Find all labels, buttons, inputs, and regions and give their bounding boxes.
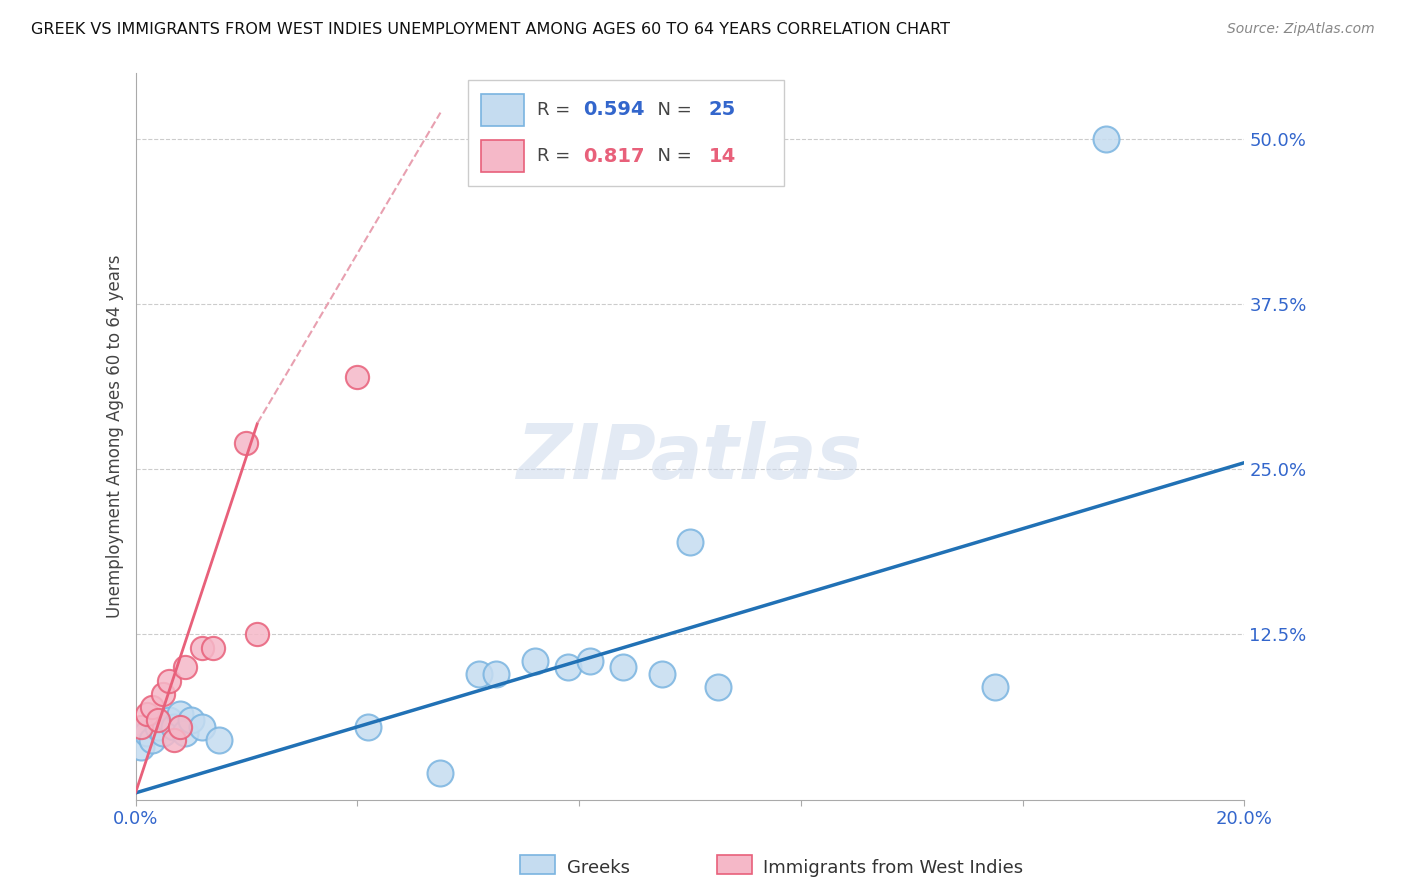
FancyBboxPatch shape [481, 94, 523, 126]
Text: R =: R = [537, 101, 576, 119]
Point [169, 706, 191, 721]
Text: R =: R = [537, 147, 576, 165]
Point [246, 627, 269, 641]
Point [152, 687, 174, 701]
Point [191, 640, 214, 655]
Point [346, 369, 368, 384]
Text: Greeks: Greeks [567, 859, 630, 877]
Point [163, 720, 186, 734]
Point [1094, 132, 1116, 146]
Point [129, 739, 152, 754]
Point [984, 680, 1007, 694]
Point [174, 660, 197, 674]
Point [357, 720, 380, 734]
Point [135, 706, 157, 721]
Point [129, 720, 152, 734]
Point [612, 660, 634, 674]
Point [202, 640, 225, 655]
Text: N =: N = [645, 147, 697, 165]
Text: 0.594: 0.594 [583, 100, 645, 120]
Text: ZIPatlas: ZIPatlas [517, 421, 863, 495]
Point [141, 733, 163, 747]
Point [235, 435, 257, 450]
Text: N =: N = [645, 101, 697, 119]
Point [152, 726, 174, 740]
FancyBboxPatch shape [468, 80, 785, 186]
Text: 25: 25 [709, 100, 737, 120]
Point [157, 673, 180, 688]
Y-axis label: Unemployment Among Ages 60 to 64 years: Unemployment Among Ages 60 to 64 years [107, 254, 124, 618]
Point [679, 535, 702, 549]
Text: Immigrants from West Indies: Immigrants from West Indies [763, 859, 1024, 877]
Text: 14: 14 [709, 146, 737, 166]
Text: 0.817: 0.817 [583, 146, 645, 166]
FancyBboxPatch shape [481, 140, 523, 172]
Point [706, 680, 728, 694]
Point [141, 700, 163, 714]
Point [485, 667, 508, 681]
Point [157, 713, 180, 727]
Point [651, 667, 673, 681]
Point [146, 720, 169, 734]
Point [191, 720, 214, 734]
Point [208, 733, 231, 747]
Text: GREEK VS IMMIGRANTS FROM WEST INDIES UNEMPLOYMENT AMONG AGES 60 TO 64 YEARS CORR: GREEK VS IMMIGRANTS FROM WEST INDIES UNE… [31, 22, 950, 37]
Point [169, 720, 191, 734]
Point [180, 713, 202, 727]
Point [135, 726, 157, 740]
Text: Source: ZipAtlas.com: Source: ZipAtlas.com [1227, 22, 1375, 37]
Point [146, 713, 169, 727]
Point [163, 733, 186, 747]
Point [468, 667, 491, 681]
Point [174, 726, 197, 740]
Point [557, 660, 579, 674]
Point [429, 766, 451, 780]
Point [523, 654, 546, 668]
Point [579, 654, 602, 668]
